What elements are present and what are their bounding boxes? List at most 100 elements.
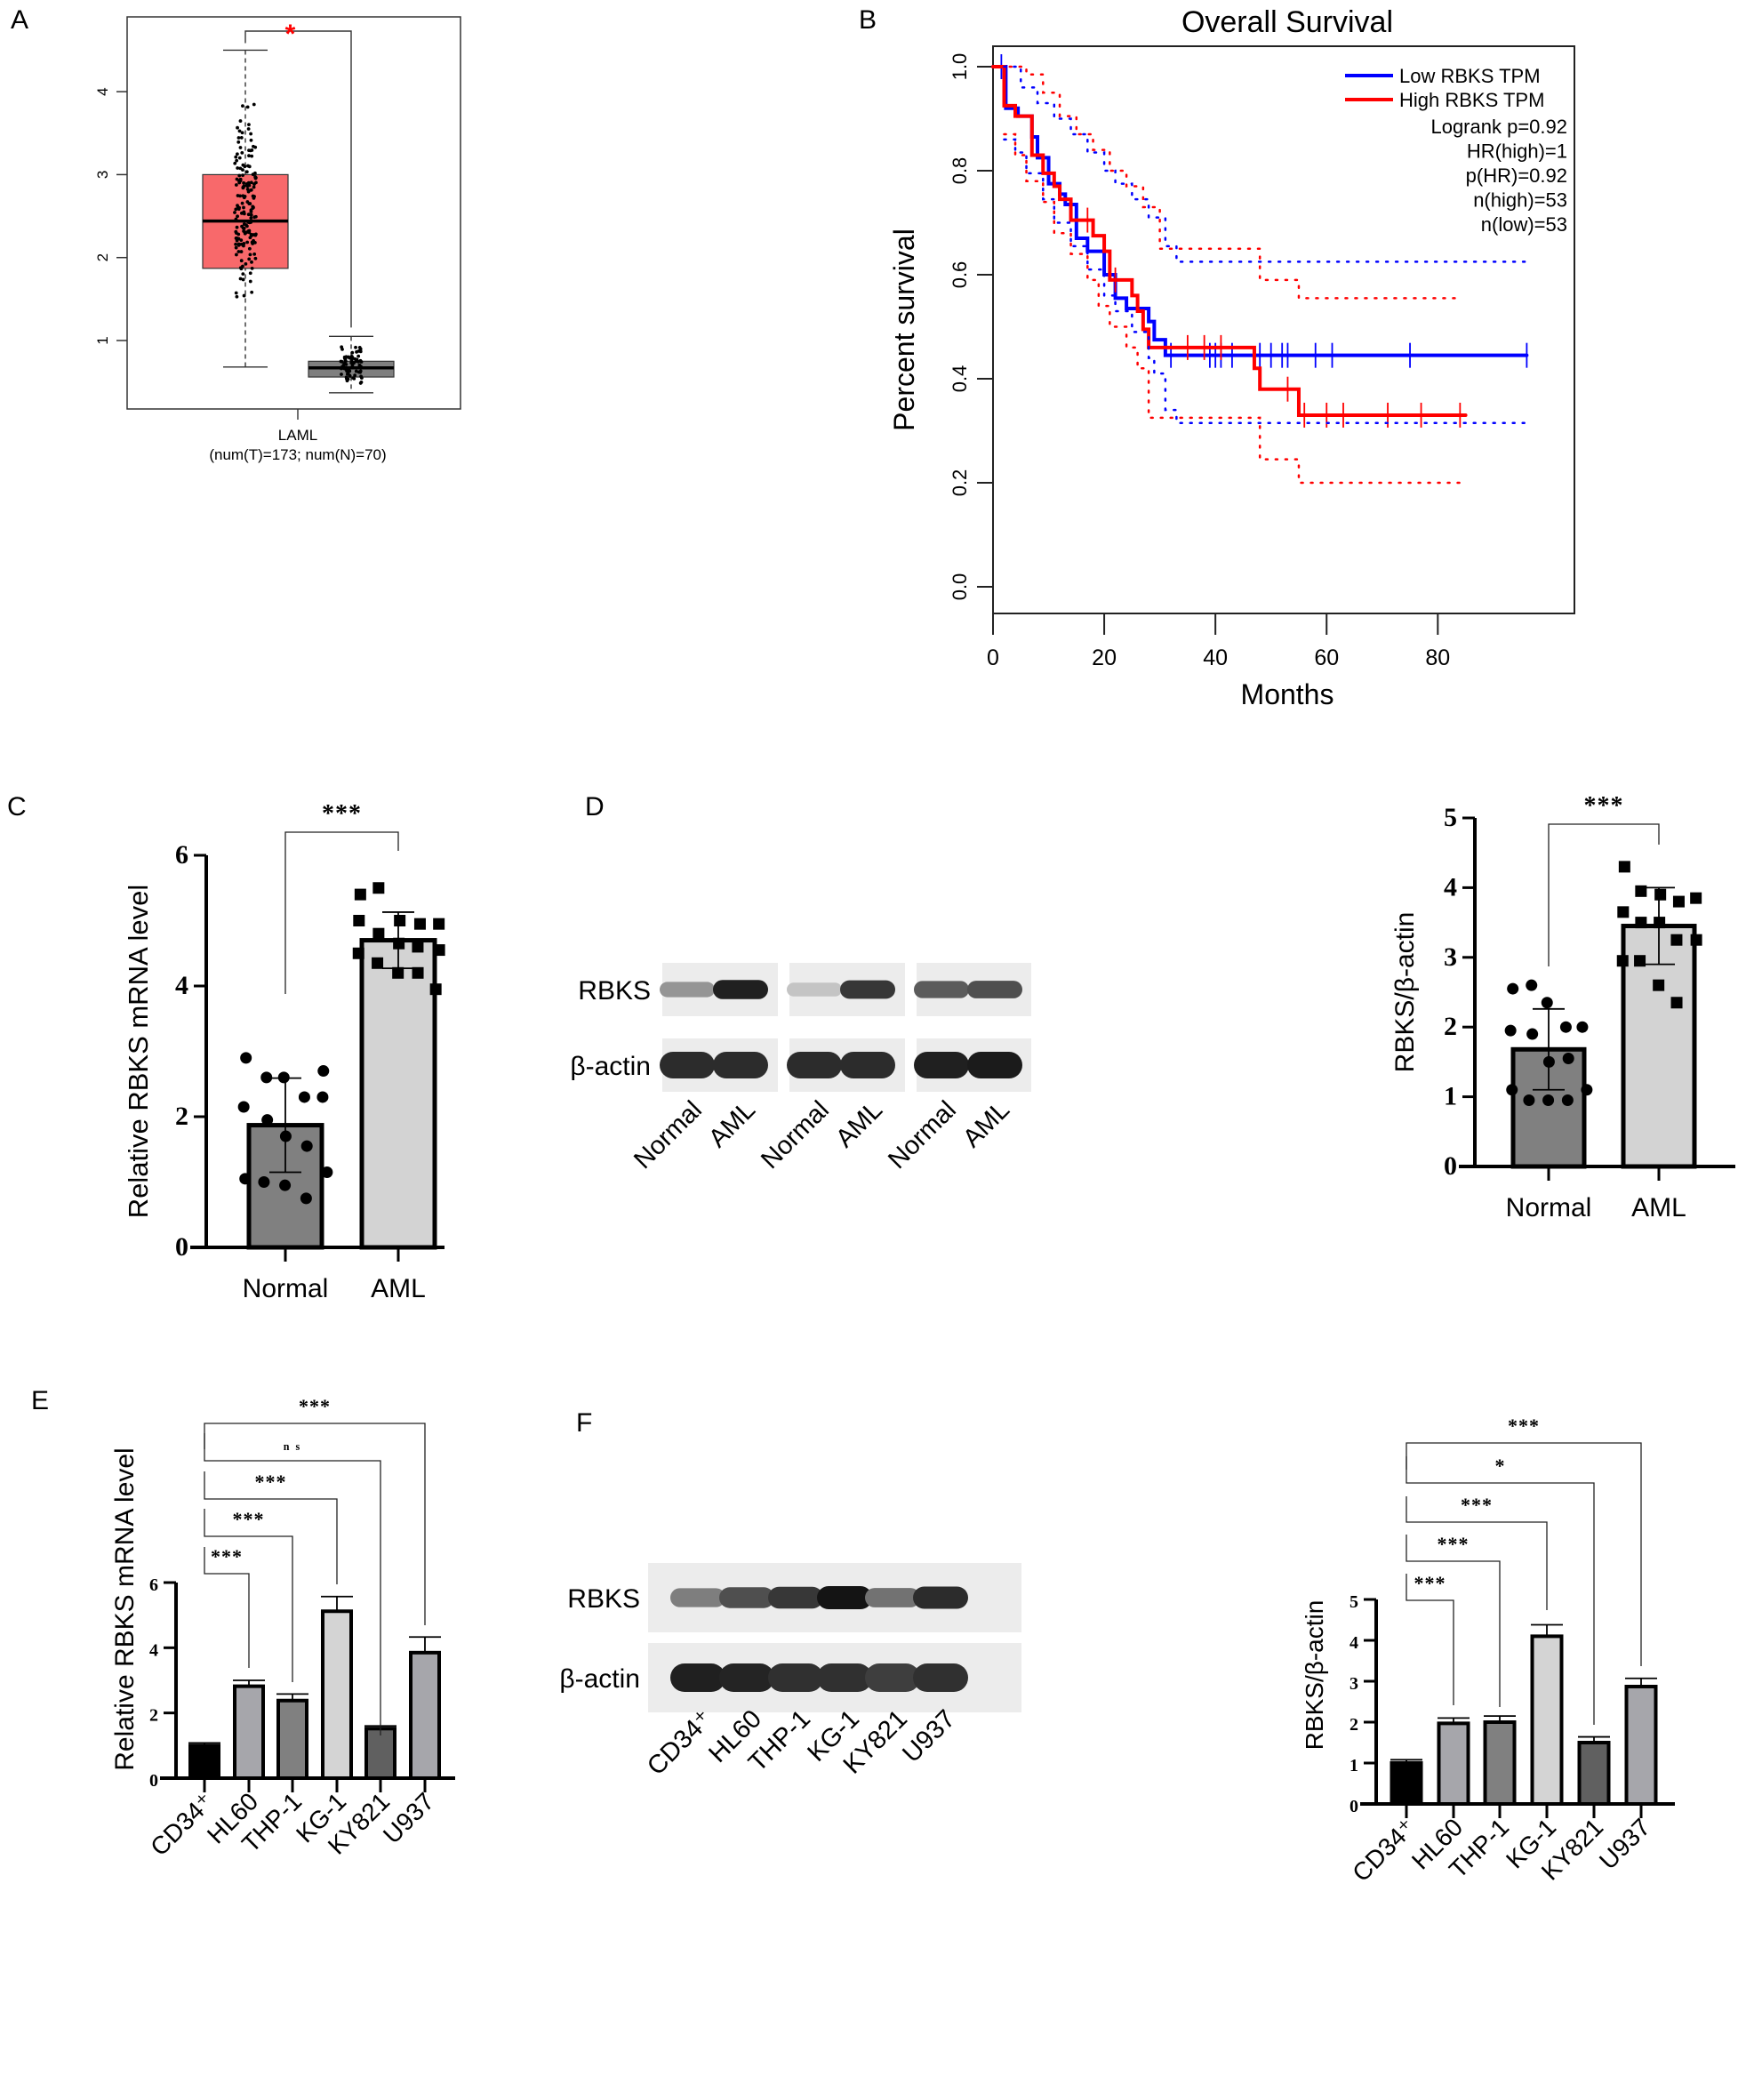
data-point (241, 173, 244, 177)
data-point (247, 230, 252, 235)
data-point (300, 1140, 313, 1152)
blot-band (768, 1586, 823, 1609)
data-point (1634, 955, 1646, 967)
blot-band (840, 980, 895, 999)
data-point (1670, 997, 1683, 1009)
data-point (245, 240, 250, 244)
data-point (237, 179, 241, 183)
data-point (300, 1192, 312, 1205)
data-point (354, 345, 357, 349)
data-point (1523, 1094, 1535, 1107)
data-point (236, 166, 240, 170)
significance-bracket (1406, 1496, 1548, 1610)
data-point (246, 180, 251, 185)
significance-label: *** (322, 800, 362, 828)
blot-lane-label: U937 (897, 1704, 961, 1768)
data-point (236, 250, 241, 253)
y-tick-label: 4 (1350, 1633, 1358, 1653)
blot-band (914, 1052, 969, 1078)
data-point (242, 212, 246, 216)
data-point (352, 361, 356, 365)
data-point (352, 947, 364, 959)
data-point (239, 250, 244, 253)
data-point (349, 361, 354, 365)
y-tick-label: 2 (175, 1102, 188, 1131)
data-point (248, 271, 252, 276)
data-point (245, 184, 250, 188)
y-tick-label: 1 (1444, 1082, 1457, 1111)
significance-bracket (244, 30, 352, 328)
data-point (242, 244, 245, 248)
data-point (238, 277, 243, 281)
blot-band (719, 1663, 774, 1692)
data-point (238, 146, 243, 149)
y-axis-label: RBKS/β-actin (1301, 1600, 1328, 1751)
x-tick-label: CD34⁺ (1347, 1813, 1421, 1887)
data-point (429, 983, 442, 996)
data-point (1506, 1084, 1518, 1096)
x-tick-label: 80 (1425, 645, 1450, 670)
blot-band (713, 980, 768, 999)
significance-label: *** (255, 1471, 287, 1493)
data-point (249, 138, 253, 142)
data-point (244, 262, 248, 266)
data-point (234, 217, 238, 221)
data-point (234, 207, 238, 212)
bar-u937 (409, 1650, 441, 1781)
data-point (393, 937, 405, 950)
data-point (413, 918, 426, 930)
blot-band (817, 1663, 872, 1692)
data-point (240, 131, 244, 135)
y-tick-label: 0.8 (949, 157, 971, 185)
panel-b-survival-plot: Overall Survival 0.0 0.2 0.4 0.6 0.8 1.0 0 20 40 6… (888, 5, 1575, 710)
data-point (251, 242, 255, 245)
data-point (359, 365, 363, 369)
data-point (343, 367, 348, 371)
blot-lane-label: Normal (756, 1095, 835, 1174)
blot-band (768, 1663, 823, 1692)
data-point (235, 294, 239, 299)
significance-label: *** (1584, 792, 1624, 820)
blot-band (670, 1588, 725, 1607)
y-tick-label: 0.4 (949, 365, 971, 393)
panel-label-b: B (859, 5, 877, 35)
data-point (246, 189, 251, 194)
bar-thp1 (276, 1698, 308, 1780)
data-point (251, 172, 255, 177)
data-point (277, 1071, 290, 1084)
data-point (234, 245, 238, 250)
blot-row-label: β-actin (559, 1664, 640, 1694)
bar-hl60 (233, 1684, 265, 1780)
y-tick-label: 0.0 (949, 573, 971, 601)
y-tick-label: 1 (1350, 1756, 1358, 1775)
y-tick-label: 2 (1444, 1012, 1457, 1041)
x-tick-label: U937 (1594, 1813, 1655, 1874)
data-point (321, 1166, 333, 1178)
data-point (1526, 979, 1538, 991)
significance-label: n s (284, 1440, 301, 1453)
y-tick-label: 0 (1350, 1797, 1358, 1816)
y-tick-label: 1 (94, 336, 111, 344)
data-point (252, 252, 257, 256)
panel-label-f: F (576, 1408, 592, 1438)
y-tick-label: 0 (149, 1771, 158, 1791)
significance-bracket (1406, 1442, 1642, 1666)
bar-thp1 (1483, 1720, 1517, 1806)
data-point (250, 267, 254, 270)
panel-c-bar-chart: 0 2 4 6 Relative RBKS mRNA level Normal AML *** (123, 800, 445, 1303)
data-point (372, 927, 385, 940)
data-point (260, 1071, 273, 1084)
data-point (249, 132, 253, 136)
blot-band (817, 1586, 872, 1609)
significance-bracket (204, 1547, 250, 1668)
y-tick-label: 3 (94, 171, 111, 179)
data-point (235, 158, 239, 163)
data-point (1635, 885, 1647, 897)
data-point (241, 104, 244, 108)
data-point (350, 350, 355, 355)
data-point (1653, 979, 1665, 991)
data-point (248, 252, 252, 257)
data-point (249, 232, 253, 236)
blot-band (967, 981, 1022, 998)
